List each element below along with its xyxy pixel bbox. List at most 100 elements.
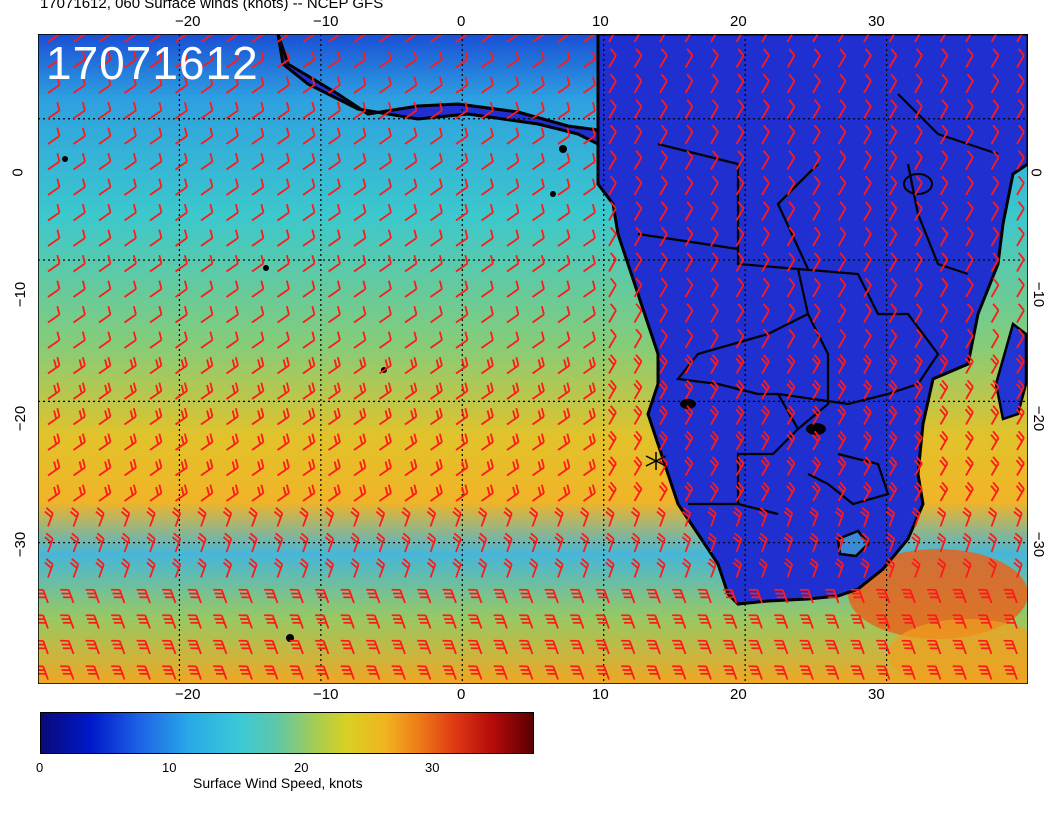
wind-barb	[72, 305, 86, 324]
wind-barb	[1016, 328, 1025, 349]
wind-barb	[901, 614, 916, 629]
wind-barb	[608, 73, 617, 94]
wind-barb	[608, 303, 617, 323]
wind-barb	[761, 328, 770, 349]
wind-barb	[72, 229, 86, 247]
wind-barb	[95, 532, 105, 553]
wind-barb	[684, 379, 694, 400]
wind-barb	[248, 532, 258, 553]
wind-barb	[162, 639, 177, 655]
wind-barb	[913, 354, 923, 374]
wind-barb	[684, 201, 694, 221]
wind-barb	[111, 639, 126, 655]
wind-barb	[85, 639, 100, 655]
wind-barb	[860, 532, 870, 553]
wind-barb	[964, 405, 974, 425]
wind-barb	[302, 433, 316, 451]
wind-barb	[426, 532, 437, 553]
wind-barb	[888, 201, 898, 221]
wind-barb	[531, 76, 545, 94]
wind-barb	[197, 507, 207, 527]
wind-barb	[95, 558, 105, 578]
wind-barb	[225, 254, 239, 273]
wind-barb	[493, 614, 508, 629]
wind-barb	[936, 532, 947, 553]
wind-barb	[378, 407, 392, 426]
wind-barb	[681, 532, 692, 553]
wind-barb	[888, 405, 898, 425]
wind-barb	[162, 665, 177, 680]
wind-barb	[1016, 175, 1025, 196]
wind-barb	[273, 507, 284, 527]
wind-barb	[442, 665, 457, 680]
wind-barb	[72, 331, 86, 349]
wind-barb	[783, 507, 794, 527]
wind-barb	[276, 152, 290, 171]
wind-barb	[862, 379, 872, 400]
wind-barb	[273, 558, 284, 578]
wind-barb	[455, 356, 469, 375]
wind-barb	[251, 101, 265, 120]
wind-barb	[876, 639, 891, 655]
wind-barb	[557, 407, 571, 426]
wind-barb	[735, 277, 745, 298]
wind-barb	[939, 405, 949, 425]
wind-barb	[276, 356, 290, 375]
wind-barb	[837, 201, 847, 221]
wind-barb	[174, 305, 188, 324]
wind-barb	[748, 639, 763, 655]
wind-barb	[633, 456, 643, 476]
wind-barb	[939, 277, 949, 298]
wind-barb	[850, 588, 865, 604]
wind-barb	[251, 433, 265, 451]
wind-barb	[987, 507, 998, 527]
wind-barb	[1016, 150, 1025, 170]
wind-barb	[837, 328, 847, 349]
wind-barb	[123, 356, 137, 375]
wind-barb	[608, 226, 617, 247]
wind-barb	[913, 456, 923, 476]
wind-barb	[786, 150, 796, 170]
wind-barb	[888, 328, 898, 349]
wind-barb	[442, 639, 457, 655]
wind-barb	[684, 354, 694, 374]
wind-barb	[302, 305, 316, 324]
wind-barb	[238, 665, 253, 680]
wind-barb	[710, 277, 719, 298]
wind-barb	[633, 328, 643, 349]
wind-barb	[735, 456, 745, 476]
wind-barb	[503, 532, 513, 553]
wind-barb	[378, 331, 392, 349]
wind-barb	[570, 588, 585, 604]
wind-barb	[123, 458, 137, 477]
wind-barb	[225, 305, 239, 324]
wind-barb	[174, 50, 188, 69]
wind-barb	[174, 484, 188, 502]
wind-barb	[978, 665, 993, 680]
wind-barb	[429, 254, 443, 273]
wind-barb	[863, 303, 872, 323]
wind-barb	[837, 73, 847, 94]
wind-barb	[72, 254, 86, 273]
wind-barb	[633, 175, 643, 196]
wind-barb	[404, 254, 418, 273]
wind-barb	[251, 305, 265, 324]
wind-barb	[990, 48, 1000, 68]
wind-barb	[557, 331, 571, 349]
wind-barb	[939, 303, 949, 323]
wind-barb	[353, 484, 367, 502]
wind-barb	[276, 280, 290, 298]
wind-barb	[506, 484, 520, 502]
wind-barb	[366, 639, 381, 655]
wind-barb	[251, 407, 265, 426]
wind-barb	[760, 379, 770, 400]
wind-barb	[758, 532, 768, 553]
wind-barb	[47, 76, 61, 94]
wind-barb	[837, 99, 847, 119]
wind-barb	[939, 99, 949, 119]
wind-barb	[302, 229, 316, 247]
wind-barb	[200, 433, 214, 451]
wind-barb	[1016, 99, 1025, 119]
wind-barb	[697, 588, 712, 604]
wind-barb	[136, 614, 151, 629]
